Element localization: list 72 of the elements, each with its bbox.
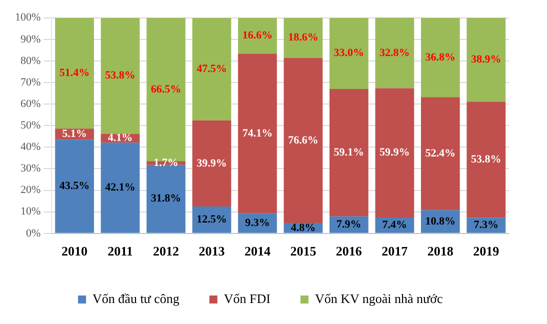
data-label: 38.9% [471,54,502,66]
bar [100,18,140,134]
legend-label: Vốn FDI [224,290,270,306]
data-label: 47.5% [196,63,227,76]
data-label: 36.8% [425,51,456,64]
y-tick-label: 90% [20,33,41,46]
legend-label: Vốn KV ngoài nhà nước [314,290,443,306]
bar [420,97,460,210]
data-label: 7.3% [474,219,499,232]
data-label: 4.8% [290,222,316,234]
data-label: 52.4% [425,147,456,160]
x-tick-label: 2014 [244,244,271,259]
data-label: 39.9% [196,157,227,170]
y-tick-label: 100% [14,12,41,24]
data-label: 7.4% [382,219,408,232]
bar [329,18,368,89]
x-tick-label: 2013 [198,244,226,259]
y-tick-label: 80% [20,54,41,67]
data-label: 76.6% [288,134,318,146]
y-tick-label: 0% [26,227,41,240]
bar [100,142,140,233]
y-tick-label: 20% [20,184,41,196]
y-tick-label: 30% [20,162,41,175]
data-label: 32.8% [380,46,410,59]
bar [55,140,94,233]
x-tick-label: 2018 [427,244,454,259]
x-tick-label: 2019 [473,244,500,259]
data-label: 4.1% [108,132,133,144]
y-tick-label: 60% [20,98,41,110]
bar [466,18,506,102]
data-label: 10.8% [425,215,456,228]
y-tick-label: 70% [20,76,41,88]
bar [238,18,277,54]
bar [375,88,414,218]
bar [55,18,94,129]
data-label: 59.9% [380,146,410,159]
x-tick-label: 2016 [336,244,362,259]
data-label: 18.6% [288,32,318,44]
data-label: 53.8% [105,70,136,82]
bar [284,18,323,58]
x-tick-label: 2012 [152,244,179,259]
bar [284,58,323,224]
data-label: 9.3% [245,216,270,229]
y-tick-label: 40% [20,141,41,154]
data-label: 12.5% [196,214,227,226]
data-label: 51.4% [59,67,90,80]
x-tick-label: 2010 [62,244,88,259]
bar [146,164,186,233]
data-label: 16.6% [242,30,273,42]
data-label: 59.1% [334,146,364,159]
x-tick-label: 2015 [290,244,317,259]
data-label: 66.5% [150,83,182,96]
y-tick-label: 10% [20,206,41,218]
x-tick-label: 2017 [382,244,408,259]
bar [238,54,277,214]
bar [420,18,460,98]
bar [466,102,506,218]
bar [192,120,232,206]
data-label: 42.1% [105,182,136,194]
bar [192,18,232,120]
data-label: 31.8% [150,192,182,205]
data-label: 74.1% [242,127,273,140]
data-label: 33.0% [334,47,364,60]
data-label: 7.9% [336,218,362,230]
y-tick-label: 50% [20,120,41,132]
x-tick-label: 2011 [108,244,133,259]
data-label: 5.1% [62,128,87,140]
data-label: 53.8% [471,154,502,166]
legend-label: Vốn đầu tư công [92,290,180,306]
bar [375,18,414,88]
data-label: 43.5% [59,180,90,192]
bar [329,88,368,216]
